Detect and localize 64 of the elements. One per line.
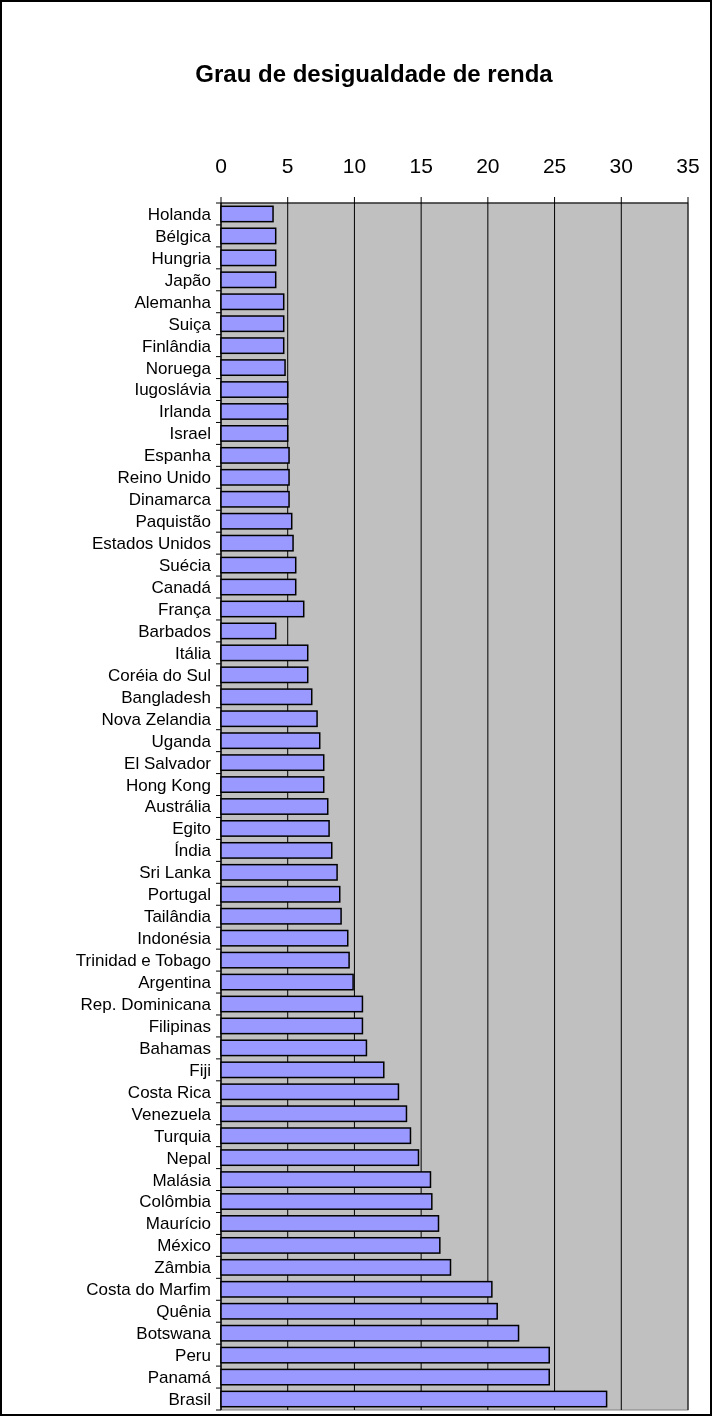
x-tick-label: 20	[476, 154, 500, 177]
y-tick-label: Rep. Dominicana	[80, 994, 212, 1014]
y-tick-label: Zâmbia	[154, 1258, 212, 1278]
y-tick-label: Israel	[169, 424, 211, 444]
y-tick-label: Sri Lanka	[139, 863, 212, 883]
y-tick-label: Canadá	[151, 578, 212, 597]
y-tick-label: Quênia	[156, 1302, 212, 1322]
x-tick-label: 35	[676, 154, 700, 177]
y-tick-label: Turquia	[153, 1126, 212, 1146]
y-tick-label: Dinamarca	[128, 490, 212, 510]
x-tick-label: 25	[542, 154, 567, 177]
y-tick-label: Venezuela	[131, 1104, 212, 1124]
y-tick-label: Itália	[175, 643, 212, 663]
y-tick-label: Suécia	[159, 556, 212, 576]
y-tick-label: Holanda	[147, 204, 212, 224]
y-tick-label: México	[157, 1236, 211, 1256]
y-tick-label: Nova Zelandia	[101, 709, 212, 729]
y-tick-label: Bahamas	[139, 1038, 211, 1058]
y-tick-label: Uganda	[151, 731, 212, 751]
y-tick-label: Iugoslávia	[134, 380, 212, 400]
y-tick-label: Tailândia	[143, 907, 212, 927]
y-tick-label: Costa do Marfim	[86, 1280, 211, 1300]
y-tick-label: Paquistão	[135, 512, 211, 532]
y-tick-label: Irlanda	[159, 402, 212, 422]
y-tick-label: Bélgica	[155, 226, 212, 246]
y-tick-label: Portugal	[147, 885, 211, 905]
y-tick-label: Alemanha	[134, 292, 212, 312]
x-tick-label: 30	[609, 154, 633, 177]
y-tick-label: Maurício	[145, 1214, 211, 1234]
y-tick-label: Hong Kong	[125, 775, 211, 795]
y-tick-label: Austrália	[144, 797, 212, 817]
y-tick-label: Brasil	[168, 1389, 211, 1409]
y-tick-label: Costa Rica	[127, 1082, 212, 1102]
y-tick-label: Colômbia	[139, 1192, 212, 1212]
y-tick-label: Japão	[164, 270, 211, 290]
y-tick-label: Egito	[172, 819, 211, 839]
y-tick-label: Filipinas	[148, 1016, 211, 1036]
y-tick-label: Noruega	[145, 358, 212, 378]
y-tick-label: Espanha	[143, 446, 212, 466]
y-tick-label: Fiji	[189, 1060, 211, 1080]
y-tick-label: Malásia	[152, 1170, 212, 1190]
y-tick-label: Botswana	[136, 1324, 212, 1344]
y-tick-label: Índia	[174, 841, 212, 861]
y-tick-label: França	[158, 599, 212, 619]
y-tick-label: Coréia do Sul	[107, 665, 211, 685]
y-tick-label: Panamá	[147, 1368, 212, 1388]
y-tick-label: Finlândia	[142, 336, 212, 356]
x-tick-label: 5	[281, 154, 294, 177]
y-tick-label: Peru	[175, 1346, 211, 1366]
y-tick-label: Reino Unido	[117, 468, 211, 488]
x-tick-label: 15	[409, 154, 433, 177]
x-tick-label: 0	[215, 154, 227, 177]
x-tick-label: 10	[342, 154, 367, 177]
y-tick-label: El Salvador	[124, 753, 212, 773]
y-tick-label: Trinidad e Tobago	[75, 951, 211, 971]
y-tick-label: Argentina	[138, 973, 212, 993]
y-tick-label: Hungria	[151, 248, 212, 268]
y-tick-label: Estados Unidos	[91, 534, 211, 554]
y-tick-label: Nepal	[166, 1148, 211, 1168]
y-tick-label: Bangladesh	[121, 687, 211, 707]
y-tick-label: Indonésia	[137, 929, 212, 949]
y-tick-label: Suiça	[168, 314, 212, 334]
y-tick-label: Barbados	[138, 621, 211, 641]
chart-title: Grau de desigualdade de renda	[195, 60, 554, 87]
